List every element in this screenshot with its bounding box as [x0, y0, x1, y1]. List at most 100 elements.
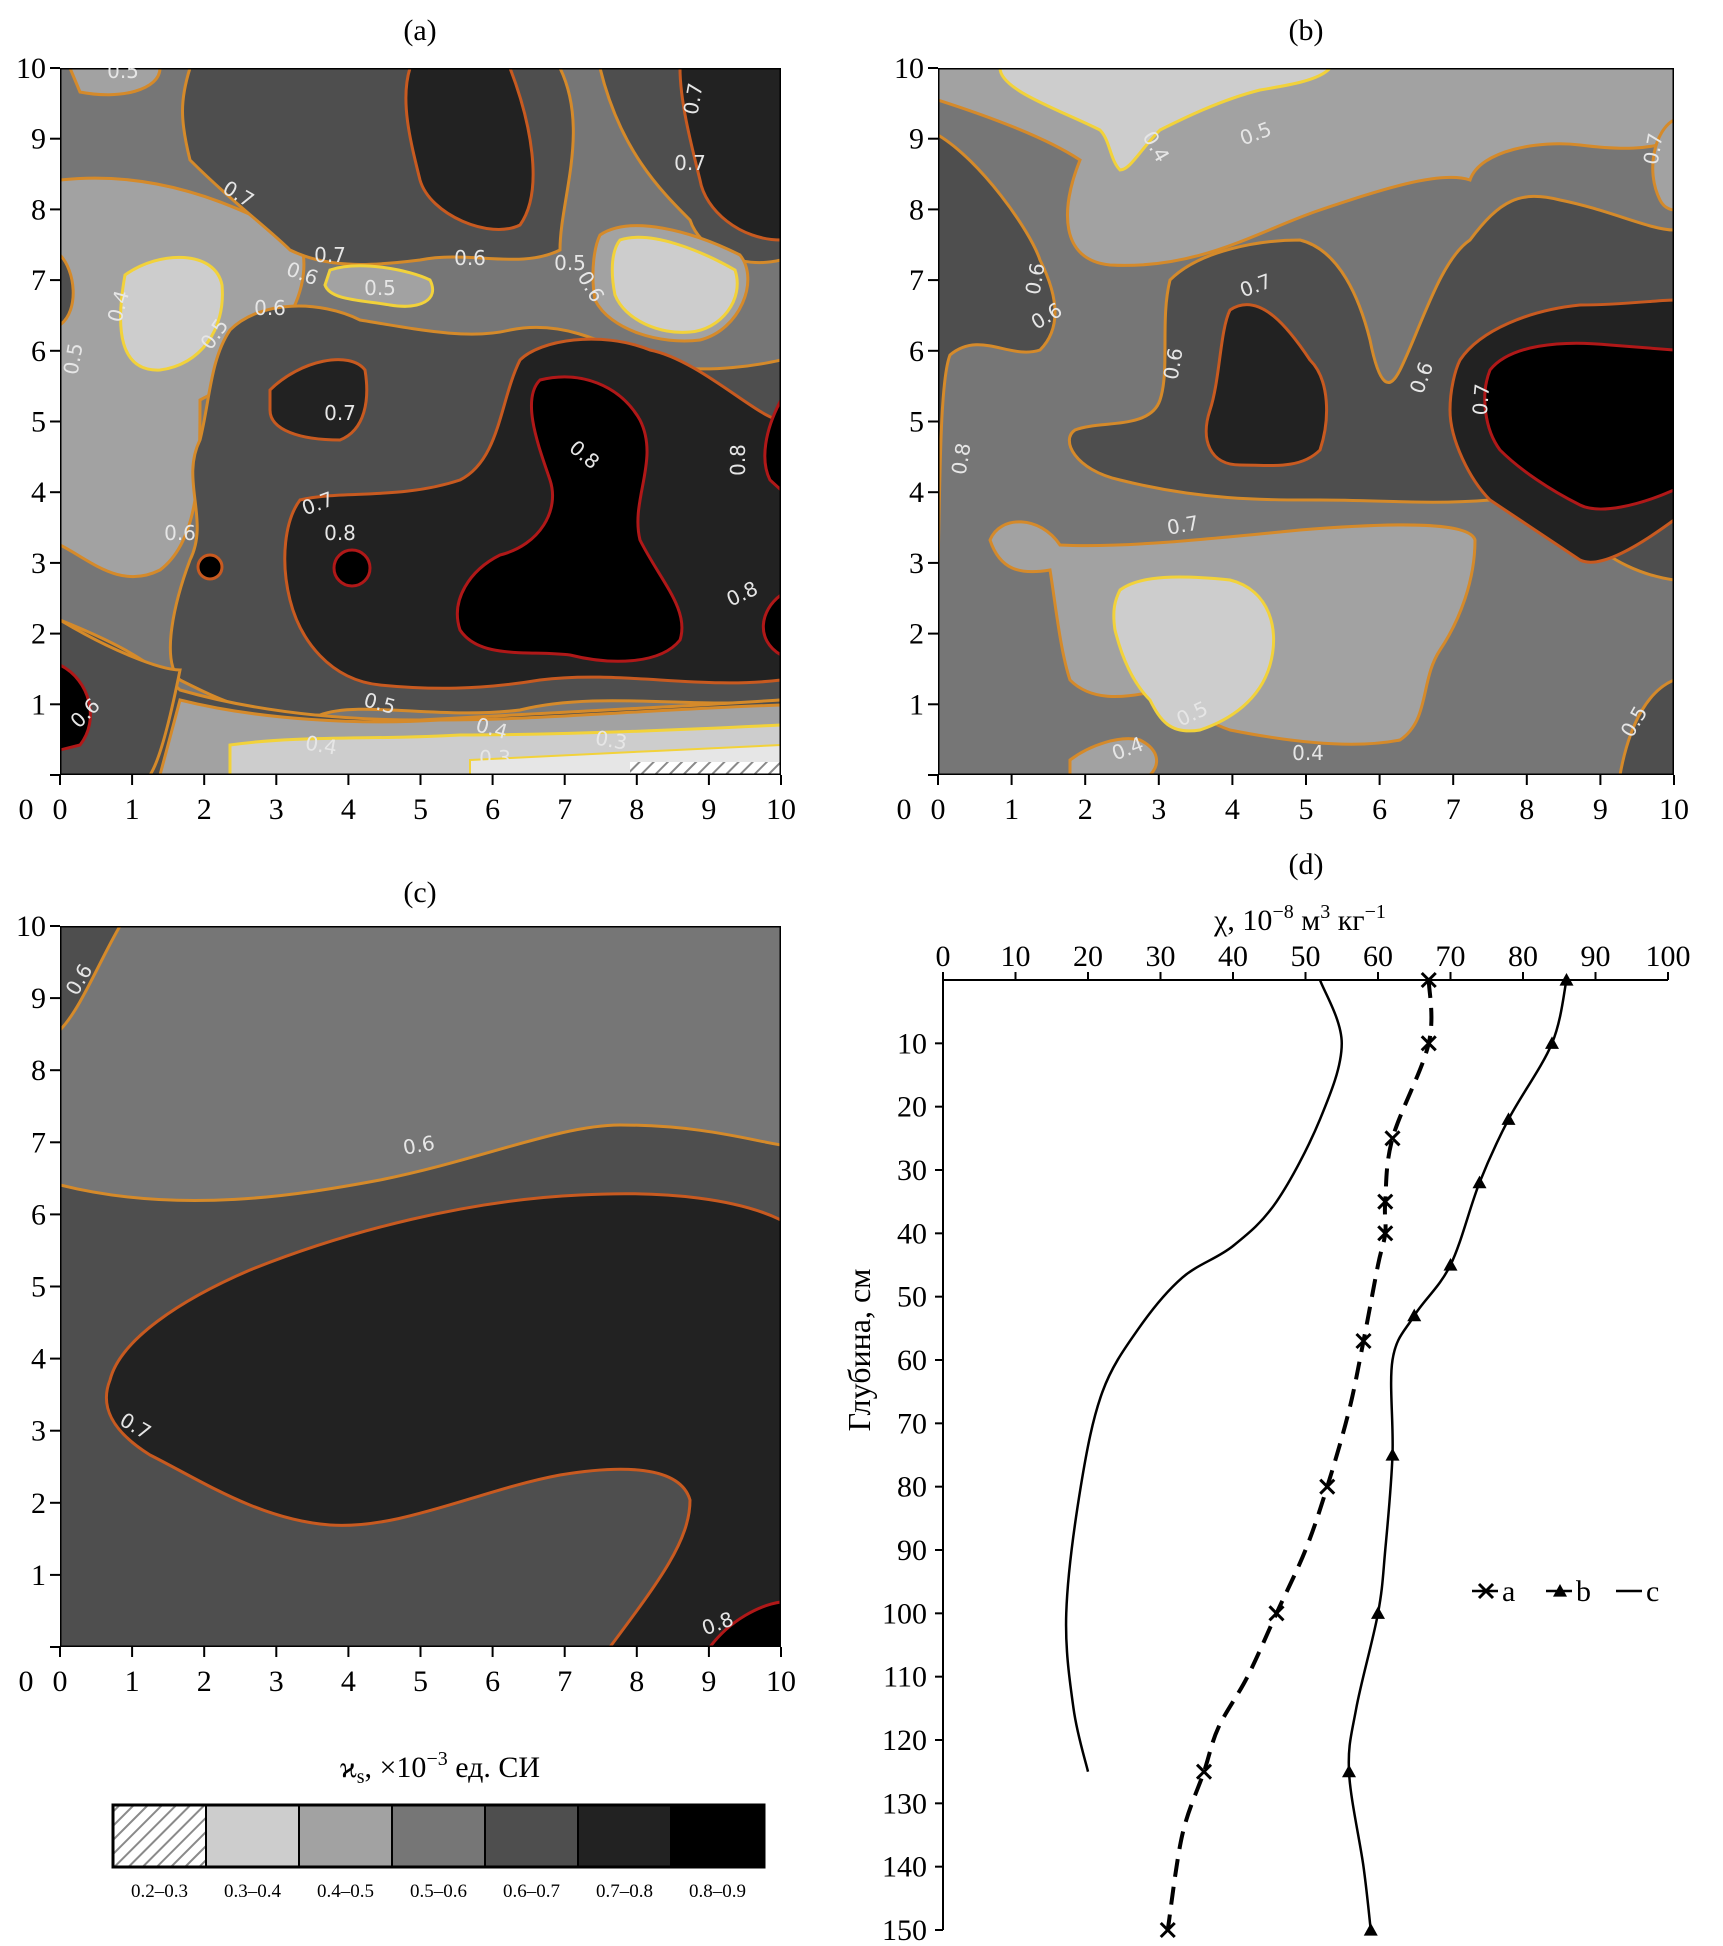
map-b-ytick-label: 8: [909, 193, 924, 226]
legend-a-label: a: [1502, 1575, 1515, 1608]
series-b-point: [1342, 1764, 1356, 1778]
map-b-xtick-label: 4: [1225, 793, 1240, 826]
legend-bin-label: 0.4–0.5: [317, 1881, 374, 1902]
map-b-ytick-label: 7: [909, 264, 924, 297]
legend-c-label: c: [1646, 1575, 1659, 1608]
map-a-contour-label: 0.5: [59, 341, 88, 376]
x-tick-label: 90: [1581, 940, 1611, 973]
map-a-ytick-label: 8: [31, 193, 46, 226]
map-a-contour-label: 0.3: [593, 726, 628, 755]
series-c: [1064, 979, 1344, 1772]
x-tick-label: 40: [1218, 940, 1248, 973]
map-c-ytick-label: 4: [31, 1343, 46, 1376]
y-tick-label: 100: [882, 1597, 927, 1630]
legend-b-label: b: [1576, 1575, 1591, 1608]
map-a-ytick-label: 1: [31, 688, 46, 721]
y-tick-label: 110: [883, 1661, 927, 1694]
map-a-contour-label: 0.8: [726, 444, 750, 476]
series-b-line: [1347, 979, 1568, 1931]
legend-frame: [111, 1803, 766, 1869]
map-b-contour-label: 0.7: [1165, 511, 1200, 540]
map-a-xtick-label: 1: [125, 793, 140, 826]
map-b-ytick-label: 9: [909, 123, 924, 156]
series-a-point: [1420, 1035, 1437, 1052]
region-b-bottom-lighter: [1112, 575, 1276, 733]
map-c-xtick-label: 5: [413, 1665, 428, 1698]
legend-swatch: [112, 1804, 207, 1868]
map-a-xtick-label: 7: [557, 793, 572, 826]
map-a-xtick-label: 6: [485, 793, 500, 826]
region-a-dot-2: [332, 548, 372, 588]
legend-title: ϰs, ×10−3 ед. СИ: [340, 1748, 540, 1788]
map-c-ytick-label: 1: [31, 1559, 46, 1592]
region-a-lighter-left: [119, 255, 224, 372]
map-b-xtick-label: 0: [931, 793, 946, 826]
map-a-contour-label: 0.5: [107, 59, 139, 83]
map-b-xtick-label: 9: [1593, 793, 1608, 826]
map-a-contour-label: 0.5: [364, 276, 396, 300]
series-a-point: [1319, 1478, 1336, 1495]
series-b-point: [1443, 1258, 1458, 1271]
series-a-point: [1420, 971, 1437, 989]
series-a: [1159, 971, 1437, 1939]
region-a-lighter-right: [610, 235, 739, 334]
legend-bin-label: 0.5–0.6: [410, 1881, 467, 1902]
x-tick-label: 80: [1508, 940, 1538, 973]
axes-b: 0 1 2 3 4 5 6 7 8 9 10 0 1 2 3 4 5 6 7 8 9 10: [894, 52, 1689, 826]
region-c-top-left: [60, 926, 122, 1033]
legend-swatch: [670, 1804, 765, 1868]
y-tick-label: 140: [882, 1851, 927, 1884]
series-b-point: [1559, 973, 1574, 986]
depth-chart: 0 10 20 30 40 50 60 70 80 90 100 10 20 30 40 50 60 70 80 90…: [882, 940, 1691, 1946]
region-a-dot-1: [196, 553, 224, 581]
legend-bin-label: 0.3–0.4: [224, 1881, 282, 1902]
chart-legend: a b c: [1472, 1575, 1659, 1608]
region-a-small-light: [323, 264, 434, 308]
map-a-ytick-label: 9: [31, 123, 46, 156]
region-a-top-right-dark: [678, 68, 781, 242]
map-c-xtick-label: 2: [197, 1665, 212, 1698]
map-a-contour-label: 0.6: [454, 246, 486, 270]
map-b-ytick-label: 2: [909, 618, 924, 651]
map-c-xtick-label: 0: [53, 1665, 68, 1698]
map-c-xtick-label: 10: [766, 1665, 796, 1698]
legend-bin-label: 0.8–0.9: [689, 1881, 746, 1902]
region-b-bottom-strip: [1068, 737, 1159, 775]
series-a-point: [1268, 1605, 1285, 1622]
region-a-darkest-center: [455, 375, 684, 663]
map-a-contour-label: 0.4: [303, 731, 338, 760]
map-c-xtick-label: 8: [629, 1665, 644, 1698]
panel-a-title: (a): [403, 14, 436, 47]
x-tick-label: 70: [1436, 940, 1466, 973]
map-c-ytick-label: 5: [31, 1271, 46, 1304]
region-a-dark-patch: [268, 358, 369, 442]
series-a-point: [1195, 1763, 1213, 1780]
contour-map-a: 0.50.70.60.70.60.70.50.6 0.50.60.40.50.50…: [59, 59, 781, 775]
map-a-contour-label: 0.7: [324, 401, 356, 425]
y-tick-label: 60: [897, 1344, 927, 1377]
map-b-ytick-label: 1: [909, 688, 924, 721]
series-a-point: [1159, 1921, 1176, 1939]
map-a-contour-label: 0.7: [674, 151, 706, 175]
contour-map-c: 0.60.60.70.8: [60, 926, 781, 1647]
map-c-ytick-label: 2: [31, 1487, 46, 1520]
series-a-point: [1355, 1332, 1372, 1350]
map-c-ytick-label: 3: [31, 1415, 46, 1448]
panel-d-title: (d): [1289, 848, 1324, 881]
x-tick-label: 60: [1363, 940, 1393, 973]
legend-swatch: [391, 1804, 486, 1868]
region-a-hatched: [630, 762, 781, 775]
map-c-contour-label: 0.6: [401, 1131, 436, 1160]
map-a-contour-label: 0.7: [314, 243, 346, 267]
region-c-dark: [104, 1192, 781, 1647]
chart-x-label: χ, 10−8 м3 кг−1: [1213, 901, 1386, 937]
map-c-origin-label: 0: [19, 1665, 34, 1698]
map-b-contour-label: 0.6: [1021, 261, 1050, 296]
map-b-xtick-label: 8: [1519, 793, 1534, 826]
y-tick-label: 120: [882, 1724, 927, 1757]
map-b-ytick-label: 5: [909, 406, 924, 439]
map-a-contour-label: 0.6: [254, 296, 286, 320]
x-tick-label: 10: [1001, 940, 1031, 973]
map-a-contour-label: 0.8: [324, 521, 356, 545]
y-tick-label: 30: [897, 1154, 927, 1187]
